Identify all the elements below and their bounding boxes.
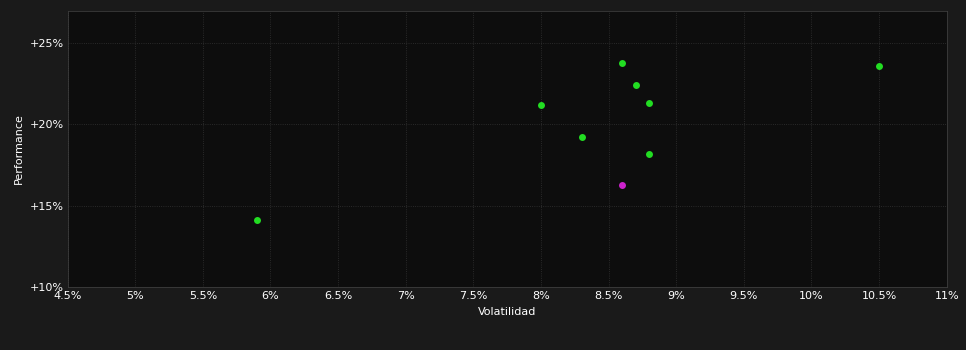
Point	[614, 60, 630, 65]
Point	[641, 151, 657, 156]
X-axis label: Volatilidad: Volatilidad	[478, 307, 536, 317]
Point	[871, 63, 887, 69]
Point	[614, 182, 630, 187]
Point	[249, 217, 265, 223]
Point	[641, 100, 657, 106]
Point	[628, 83, 643, 88]
Y-axis label: Performance: Performance	[14, 113, 24, 184]
Point	[574, 134, 589, 140]
Point	[533, 102, 549, 108]
